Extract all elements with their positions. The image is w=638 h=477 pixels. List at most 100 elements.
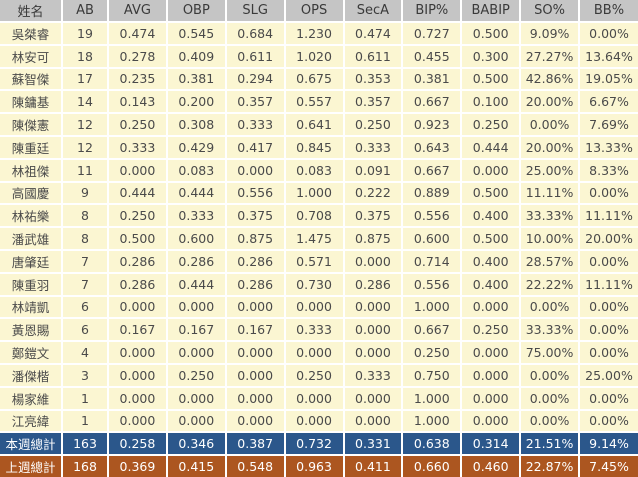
stat-value: 0.000	[107, 362, 168, 388]
player-name: 高國慶	[0, 180, 63, 206]
player-name: 潘武雄	[0, 226, 63, 251]
stat-value: 0.250	[460, 317, 522, 343]
player-row: 江亮緯 1 0.000 0.000 0.000 0.000 0.000 1.000 0.000 0…	[0, 408, 638, 434]
stat-value: 12	[61, 112, 109, 137]
stat-value: 0.00%	[578, 385, 638, 411]
stat-value: 19	[61, 21, 109, 46]
stat-value: 4	[61, 340, 109, 365]
stat-value: 0.00%	[578, 408, 638, 434]
stat-value: 0.963	[283, 454, 345, 477]
stat-value: 0.474	[342, 21, 404, 46]
player-row: 蘇智傑 17 0.235 0.381 0.294 0.675 0.353 0.381 0.500…	[0, 66, 638, 92]
player-name: 林祐樂	[0, 203, 63, 229]
column-header-bip: BIP%	[401, 0, 463, 23]
stat-value: 0.00%	[578, 180, 638, 206]
player-row: 林祐樂 8 0.250 0.333 0.375 0.708 0.375 0.556 0.400 3…	[0, 203, 638, 229]
stat-value: 163	[61, 431, 109, 456]
stat-value: 0.000	[107, 340, 168, 365]
stat-value: 0.415	[165, 454, 227, 477]
stat-value: 0.417	[224, 134, 286, 160]
stat-value: 7	[61, 271, 109, 297]
stat-value: 0.000	[107, 157, 168, 183]
stat-value: 0.000	[460, 408, 522, 434]
column-header-obp: OBP	[165, 0, 227, 23]
header-row: 姓名 AB AVG OBP SLG OPS SecA BIP% BABIP SO…	[0, 0, 638, 23]
stat-value: 0.444	[165, 271, 227, 297]
stat-value: 9	[61, 180, 109, 206]
stat-value: 0.250	[107, 203, 168, 229]
player-name: 鄭鎧文	[0, 340, 63, 365]
stat-value: 0.600	[401, 226, 463, 251]
stat-value: 0.286	[224, 271, 286, 297]
stat-value: 0.500	[460, 66, 522, 92]
stat-value: 8.33%	[578, 157, 638, 183]
player-row: 陳重廷 12 0.333 0.429 0.417 0.845 0.333 0.643 0.444…	[0, 134, 638, 160]
stat-value: 7	[61, 248, 109, 274]
stat-value: 0.167	[165, 317, 227, 343]
player-name: 潘傑楷	[0, 362, 63, 388]
stat-value: 33.33%	[519, 203, 580, 229]
stat-value: 0.000	[165, 408, 227, 434]
stat-value: 0.556	[401, 203, 463, 229]
stat-value: 0.381	[165, 66, 227, 92]
stat-value: 0.00%	[519, 385, 580, 411]
stat-value: 1.000	[401, 294, 463, 320]
stat-value: 0.845	[283, 134, 345, 160]
stat-value: 0.667	[401, 157, 463, 183]
player-name: 陳鏞基	[0, 89, 63, 115]
stat-value: 0.357	[342, 89, 404, 115]
stat-value: 19.05%	[578, 66, 638, 92]
stat-value: 0.286	[165, 248, 227, 274]
stat-value: 0.675	[283, 66, 345, 92]
stat-value: 8	[61, 203, 109, 229]
stat-value: 0.000	[342, 408, 404, 434]
stat-value: 0.400	[460, 203, 522, 229]
column-header-bb: BB%	[578, 0, 638, 23]
stat-value: 0.875	[224, 226, 286, 251]
stat-value: 0.923	[401, 112, 463, 137]
stat-value: 0.556	[401, 271, 463, 297]
stat-value: 1	[61, 385, 109, 411]
stat-value: 28.57%	[519, 248, 580, 274]
stat-value: 0.000	[283, 408, 345, 434]
stat-value: 0.429	[165, 134, 227, 160]
player-row: 陳傑憲 12 0.250 0.308 0.333 0.641 0.250 0.923 0.250…	[0, 112, 638, 137]
stat-value: 0.00%	[578, 340, 638, 365]
stat-value: 0.000	[165, 294, 227, 320]
stat-value: 0.00%	[519, 294, 580, 320]
player-row: 潘傑楷 3 0.000 0.250 0.000 0.250 0.333 0.750 0.000 0…	[0, 362, 638, 388]
stat-value: 0.278	[107, 43, 168, 69]
stat-value: 0.167	[224, 317, 286, 343]
stat-value: 18	[61, 43, 109, 69]
stat-value: 0.000	[224, 157, 286, 183]
stat-value: 0.000	[460, 294, 522, 320]
player-row: 吳桀睿 19 0.474 0.545 0.684 1.230 0.474 0.727 0.500…	[0, 21, 638, 46]
total-row: 本週總計 163 0.258 0.346 0.387 0.732 0.331 0.638 0.3…	[0, 431, 638, 456]
stat-value: 0.308	[165, 112, 227, 137]
player-name: 楊家維	[0, 385, 63, 411]
stat-value: 0.357	[224, 89, 286, 115]
stat-value: 10.00%	[519, 226, 580, 251]
stat-value: 0.714	[401, 248, 463, 274]
stat-value: 0.083	[165, 157, 227, 183]
stat-value: 0.00%	[519, 112, 580, 137]
stat-value: 8	[61, 226, 109, 251]
stat-value: 0.250	[283, 362, 345, 388]
stat-value: 11.11%	[578, 203, 638, 229]
column-header-ab: AB	[61, 0, 109, 23]
stat-value: 0.167	[107, 317, 168, 343]
stat-value: 9.09%	[519, 21, 580, 46]
player-row: 黃恩賜 6 0.167 0.167 0.167 0.333 0.000 0.667 0.250 3…	[0, 317, 638, 343]
player-name: 林安可	[0, 43, 63, 69]
stat-value: 0.600	[165, 226, 227, 251]
stat-value: 0.400	[460, 248, 522, 274]
stat-value: 7.69%	[578, 112, 638, 137]
column-header-so: SO%	[519, 0, 580, 23]
stat-value: 0.250	[165, 362, 227, 388]
player-name: 唐肇廷	[0, 248, 63, 274]
stat-value: 0.611	[342, 43, 404, 69]
total-label: 本週總計	[0, 431, 63, 456]
stat-value: 22.22%	[519, 271, 580, 297]
stat-value: 0.000	[283, 294, 345, 320]
stat-value: 0.369	[107, 454, 168, 477]
